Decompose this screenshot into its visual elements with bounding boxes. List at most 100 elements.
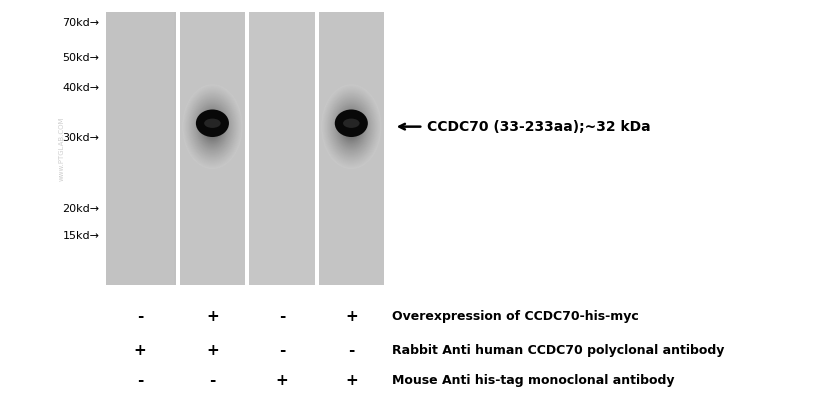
Ellipse shape — [191, 97, 234, 156]
Ellipse shape — [347, 121, 355, 132]
Ellipse shape — [203, 113, 222, 141]
Ellipse shape — [212, 126, 213, 128]
Text: 50kd→: 50kd→ — [63, 53, 100, 63]
Ellipse shape — [202, 112, 223, 141]
Text: 70kd→: 70kd→ — [63, 18, 100, 28]
Ellipse shape — [199, 107, 226, 147]
Ellipse shape — [184, 86, 241, 167]
Ellipse shape — [185, 88, 240, 166]
Text: CCDC70 (33-233aa);~32 kDa: CCDC70 (33-233aa);~32 kDa — [427, 120, 651, 133]
Ellipse shape — [187, 91, 238, 163]
Ellipse shape — [197, 105, 228, 149]
Ellipse shape — [337, 107, 365, 147]
Ellipse shape — [335, 109, 368, 137]
Ellipse shape — [338, 109, 364, 145]
Ellipse shape — [210, 124, 215, 130]
Ellipse shape — [326, 91, 377, 163]
Ellipse shape — [322, 86, 381, 168]
Text: Overexpression of CCDC70-his-myc: Overexpression of CCDC70-his-myc — [392, 310, 639, 323]
Ellipse shape — [206, 117, 219, 136]
Ellipse shape — [335, 103, 368, 150]
Ellipse shape — [196, 103, 229, 150]
Ellipse shape — [333, 101, 369, 152]
Ellipse shape — [346, 120, 356, 133]
Ellipse shape — [209, 122, 216, 131]
Ellipse shape — [334, 102, 368, 151]
Ellipse shape — [196, 109, 229, 137]
Ellipse shape — [341, 112, 362, 141]
Ellipse shape — [192, 98, 233, 155]
Ellipse shape — [327, 92, 376, 162]
Ellipse shape — [344, 116, 359, 137]
Bar — [315, 12, 319, 285]
Ellipse shape — [342, 114, 360, 139]
Ellipse shape — [205, 116, 220, 137]
Ellipse shape — [349, 124, 354, 130]
Ellipse shape — [199, 108, 226, 146]
Text: +: + — [345, 373, 358, 388]
Ellipse shape — [193, 99, 232, 154]
Text: 20kd→: 20kd→ — [63, 204, 100, 213]
Ellipse shape — [337, 108, 365, 146]
Ellipse shape — [190, 96, 234, 157]
Ellipse shape — [346, 119, 356, 134]
Text: -: - — [209, 373, 216, 388]
Ellipse shape — [208, 120, 217, 133]
Ellipse shape — [346, 118, 357, 135]
Text: -: - — [136, 373, 143, 388]
Ellipse shape — [333, 100, 370, 153]
Ellipse shape — [321, 84, 382, 169]
Ellipse shape — [339, 110, 364, 144]
Text: www.PTGLAB.COM: www.PTGLAB.COM — [58, 116, 65, 181]
Ellipse shape — [200, 110, 225, 144]
Ellipse shape — [336, 105, 367, 149]
Ellipse shape — [350, 126, 352, 128]
Bar — [176, 12, 180, 285]
Ellipse shape — [325, 89, 377, 164]
Text: +: + — [133, 343, 146, 358]
Text: 15kd→: 15kd→ — [63, 231, 100, 241]
Ellipse shape — [343, 115, 359, 138]
Ellipse shape — [328, 93, 375, 160]
Text: -: - — [279, 343, 285, 358]
Ellipse shape — [195, 102, 230, 151]
Ellipse shape — [194, 100, 231, 153]
Text: -: - — [279, 309, 285, 324]
Text: -: - — [136, 309, 143, 324]
Ellipse shape — [189, 94, 236, 160]
Bar — [249, 12, 315, 285]
Ellipse shape — [330, 97, 373, 156]
Text: +: + — [275, 373, 288, 388]
Ellipse shape — [204, 115, 221, 138]
Ellipse shape — [189, 93, 236, 160]
Ellipse shape — [203, 114, 221, 139]
Ellipse shape — [204, 118, 221, 128]
Ellipse shape — [329, 96, 373, 157]
Ellipse shape — [328, 95, 374, 158]
Ellipse shape — [211, 124, 214, 129]
Bar — [180, 12, 245, 285]
Bar — [319, 12, 384, 285]
Ellipse shape — [208, 119, 217, 134]
Ellipse shape — [185, 89, 239, 165]
Bar — [106, 12, 173, 285]
Ellipse shape — [199, 109, 225, 145]
Ellipse shape — [340, 111, 363, 143]
Ellipse shape — [331, 98, 372, 155]
Text: +: + — [206, 309, 219, 324]
Text: +: + — [206, 343, 219, 358]
Text: 30kd→: 30kd→ — [63, 133, 100, 143]
Ellipse shape — [350, 124, 353, 129]
Ellipse shape — [342, 113, 361, 141]
Text: Mouse Anti his-tag monoclonal antibody: Mouse Anti his-tag monoclonal antibody — [392, 375, 675, 387]
Ellipse shape — [324, 88, 379, 166]
Text: Rabbit Anti human CCDC70 polyclonal antibody: Rabbit Anti human CCDC70 polyclonal anti… — [392, 344, 725, 357]
Ellipse shape — [207, 118, 218, 135]
Ellipse shape — [201, 111, 224, 143]
Bar — [106, 12, 384, 285]
Ellipse shape — [194, 101, 230, 152]
Ellipse shape — [348, 122, 355, 131]
Ellipse shape — [328, 94, 375, 160]
Text: -: - — [348, 343, 355, 358]
Ellipse shape — [332, 99, 371, 154]
